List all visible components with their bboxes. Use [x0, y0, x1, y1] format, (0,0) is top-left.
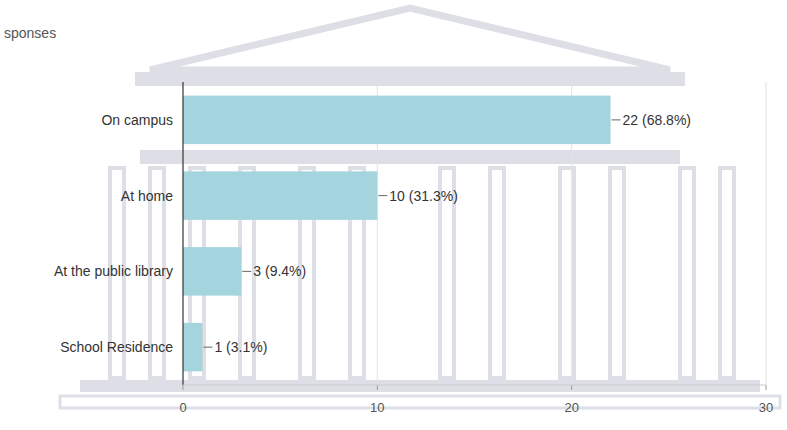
tick-label: 0: [179, 400, 186, 415]
label-leader: [242, 271, 251, 272]
watermark-beam: [140, 150, 680, 164]
tick-label: 30: [759, 400, 773, 415]
tick-mark: [377, 385, 378, 390]
category-label: At the public library: [54, 263, 173, 279]
bar: [183, 96, 611, 144]
watermark-base: [60, 396, 780, 408]
data-label: 10 (31.3%): [389, 188, 457, 204]
watermark: [60, 8, 780, 408]
bar: [183, 323, 202, 371]
tick-mark: [183, 385, 184, 390]
bars: [183, 96, 611, 372]
grid-line: [766, 82, 767, 385]
category-label: School Residence: [60, 339, 173, 355]
tick-label: 10: [370, 400, 384, 415]
watermark-roof: [150, 8, 670, 70]
category-label: On campus: [101, 112, 173, 128]
bar: [183, 247, 241, 295]
watermark-column: [490, 168, 504, 378]
label-leader: [612, 119, 621, 120]
data-label: 22 (68.8%): [623, 112, 691, 128]
axis-line: [183, 385, 766, 386]
label-leader: [203, 347, 212, 348]
watermark-base: [80, 380, 760, 392]
watermark-column: [680, 168, 694, 378]
axis-line: [182, 82, 183, 385]
grid: [183, 82, 766, 390]
chart: sponses 0 10 20 30 On campus 22 (68.8%) At home…: [0, 0, 787, 430]
data-label: 1 (3.1%): [214, 339, 267, 355]
category-label: At home: [121, 188, 173, 204]
watermark-column: [720, 168, 734, 378]
watermark-column: [610, 168, 624, 378]
label-leader: [378, 195, 387, 196]
tick-mark: [766, 385, 767, 390]
tick-label: 20: [564, 400, 578, 415]
subtitle: sponses: [4, 25, 56, 41]
tick-mark: [571, 385, 572, 390]
watermark-beam: [135, 72, 685, 86]
data-label: 3 (9.4%): [253, 263, 306, 279]
labels: On campus 22 (68.8%) At home 10 (31.3%) At t…: [54, 112, 691, 355]
bar: [183, 171, 377, 219]
